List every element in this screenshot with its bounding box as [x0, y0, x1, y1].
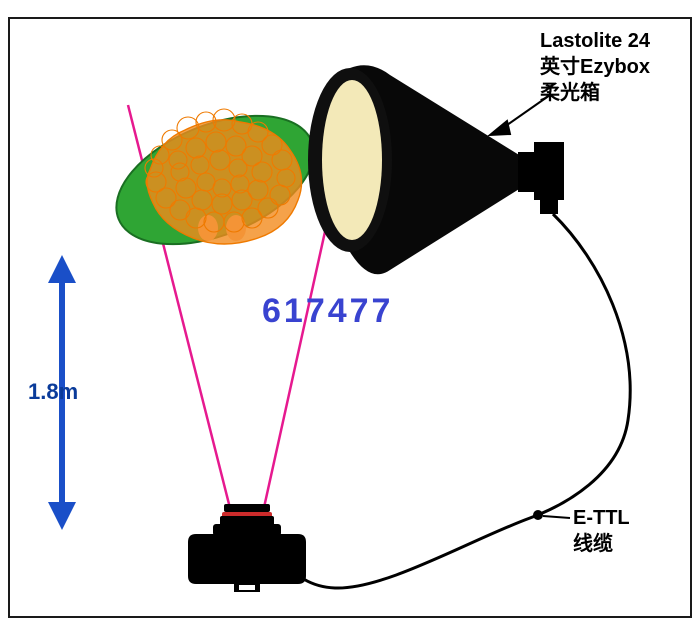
distance-label: 1.8m: [28, 378, 78, 407]
cable-label: E-TTL 线缆: [573, 505, 630, 557]
watermark: 617477: [262, 292, 393, 331]
diagram-root: 1.8m Lastolite 24 英寸Ezybox 柔光箱 E-TTL 线缆 …: [0, 0, 700, 625]
softbox-label: Lastolite 24 英寸Ezybox 柔光箱: [540, 28, 650, 106]
